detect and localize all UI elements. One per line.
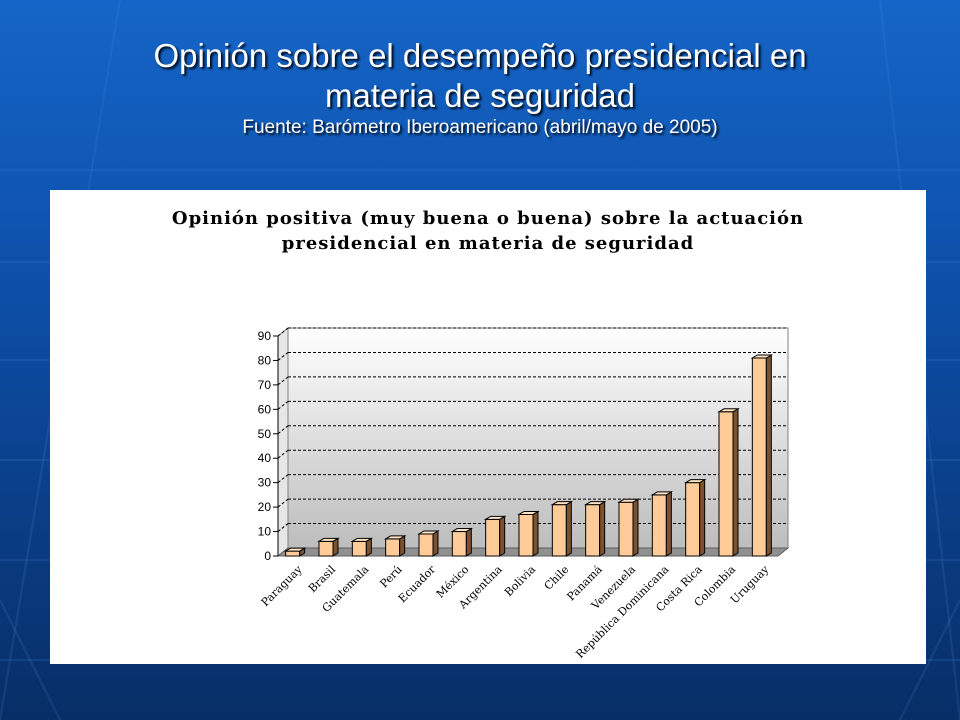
y-tick-label: 0 — [264, 549, 271, 563]
bar-top — [317, 537, 340, 542]
bar-side — [632, 498, 639, 557]
bar-top — [583, 501, 607, 506]
y-tick-label: 30 — [258, 476, 272, 490]
bar — [418, 533, 434, 557]
x-tick-label: Perú — [377, 563, 404, 590]
bar-side — [699, 478, 706, 557]
bar — [751, 357, 767, 557]
gridline-side — [277, 449, 289, 459]
bar — [551, 504, 567, 557]
y-tick-label: 70 — [258, 378, 272, 392]
bar-top — [450, 528, 474, 533]
slide-title-line1: Opinión sobre el desempeño presidencial … — [153, 37, 807, 74]
y-tick-label: 50 — [258, 427, 272, 441]
bar-top — [617, 498, 640, 503]
bar — [451, 531, 467, 557]
gridline-side — [277, 327, 289, 337]
x-tick-label: Bolivia — [502, 563, 538, 599]
gridline-side — [277, 474, 289, 484]
bar — [618, 501, 634, 557]
bar-side — [532, 510, 539, 557]
gridline-side — [277, 400, 289, 410]
y-tick-label: 60 — [258, 402, 272, 416]
y-tick-label: 10 — [258, 525, 272, 539]
bar-top — [483, 515, 507, 520]
bar-side — [665, 491, 672, 557]
bar — [485, 518, 501, 557]
bar-side — [765, 354, 772, 557]
bar-top — [350, 537, 374, 542]
y-tick-label: 80 — [258, 353, 272, 367]
chart-panel: Opinión positiva (muy buena o buena) sob… — [50, 190, 926, 664]
bar-top — [650, 491, 674, 496]
bar — [351, 540, 367, 557]
x-tick-label: Chile — [542, 563, 572, 593]
bar — [285, 550, 301, 557]
slide-title: Opinión sobre el desempeño presidencial … — [0, 36, 960, 140]
chart-title-line1: Opinión positiva (muy buena o buena) sob… — [171, 208, 805, 229]
y-tick-label: 20 — [258, 500, 272, 514]
gridline-side — [277, 425, 289, 435]
gridline-side — [277, 376, 289, 386]
gridline-side — [277, 352, 289, 361]
slide-subtitle: Fuente: Barómetro Iberoamericano (abril/… — [242, 117, 718, 138]
bar-side — [465, 527, 472, 557]
bar-top — [750, 354, 774, 359]
bar-top — [717, 408, 740, 413]
bar — [385, 538, 401, 557]
chart-title-line2: presidencial en materia de seguridad — [281, 233, 695, 254]
bar — [318, 540, 334, 557]
bar-top — [283, 547, 307, 552]
bar-top — [550, 501, 574, 506]
x-tick-label: Paraguay — [259, 562, 306, 609]
gridline-side — [277, 498, 289, 508]
slide-title-line2: materia de seguridad — [324, 77, 636, 114]
bar-top — [517, 510, 540, 515]
bar-side — [599, 500, 606, 557]
chart-title: Opinión positiva (muy buena o buena) sob… — [50, 206, 926, 256]
bar — [651, 494, 667, 557]
bar — [518, 513, 534, 557]
bar-side — [499, 515, 506, 557]
bar — [685, 482, 701, 557]
bar-top — [683, 479, 707, 484]
bar-side — [432, 530, 439, 557]
bar — [718, 411, 734, 557]
bar — [585, 504, 601, 557]
plot-side-wall — [277, 326, 289, 558]
y-tick-label: 90 — [258, 329, 272, 343]
bar-side — [565, 500, 572, 557]
gridline-side — [277, 523, 289, 532]
y-tick-label: 40 — [258, 451, 272, 465]
bar-top — [383, 535, 407, 540]
x-tick-label: Ecuador — [396, 562, 439, 605]
bar-side — [732, 407, 739, 557]
bar-top — [417, 530, 440, 535]
